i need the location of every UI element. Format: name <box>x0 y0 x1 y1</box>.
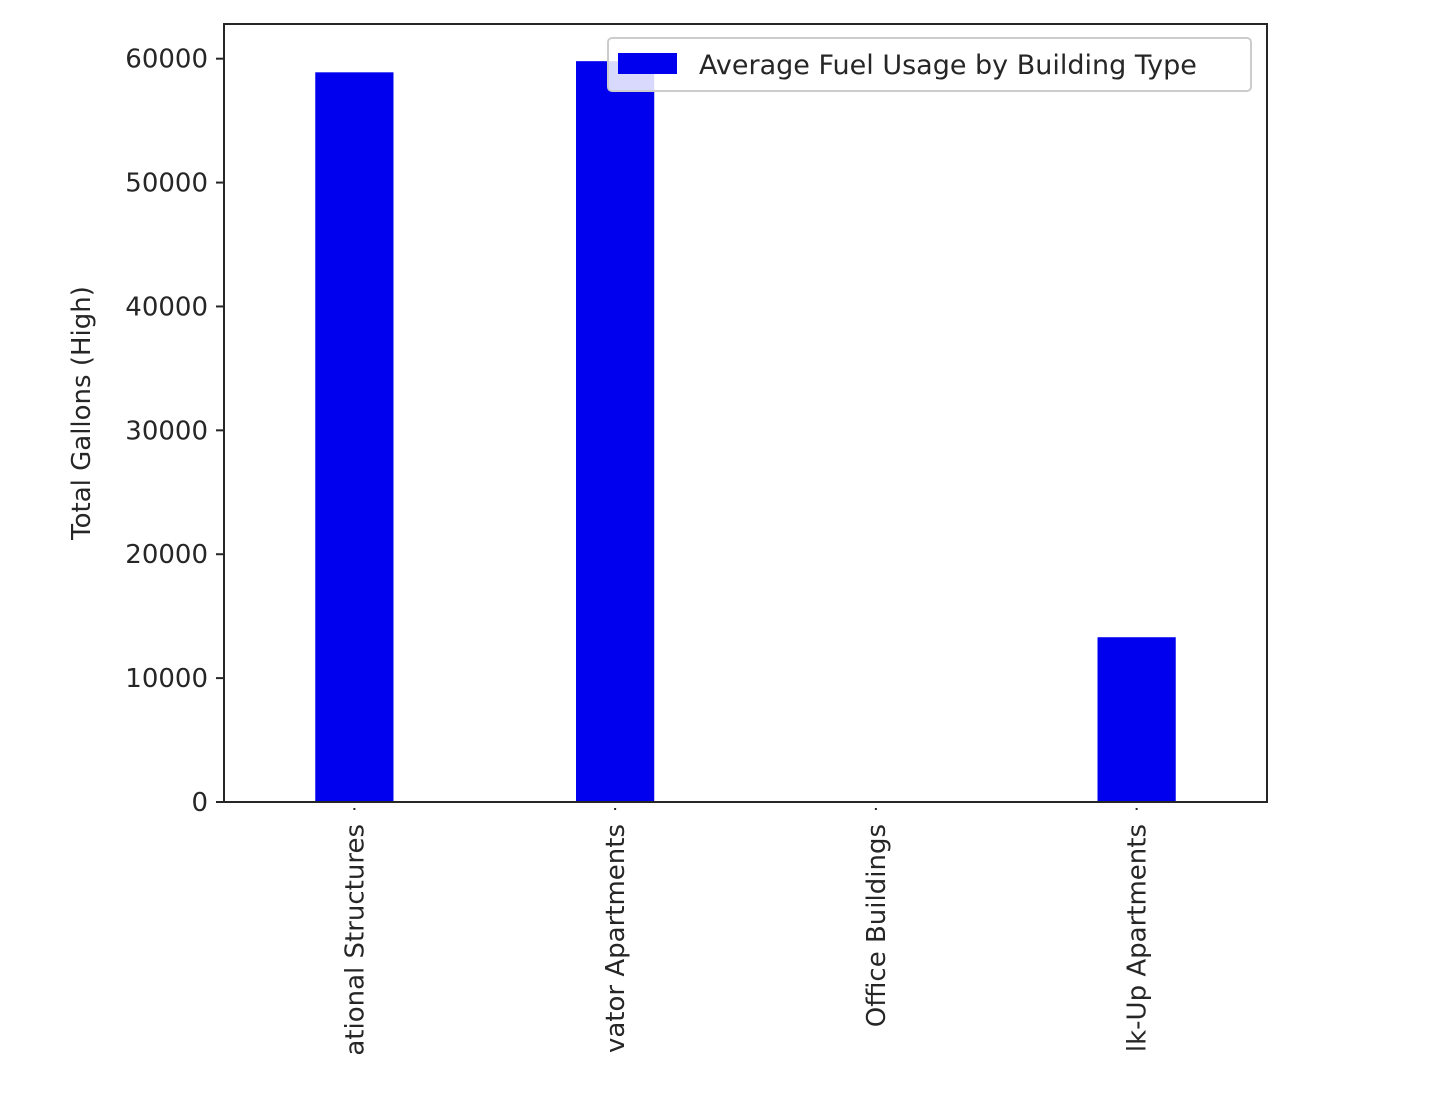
y-tick-label: 40000 <box>125 292 208 322</box>
bar-4 <box>1097 637 1176 802</box>
y-tick-label: 30000 <box>125 416 208 446</box>
x-tick-label: vator Apartments <box>601 824 631 1053</box>
y-tick-label: 20000 <box>125 540 208 570</box>
y-tick-label: 10000 <box>125 664 208 694</box>
legend: Average Fuel Usage by Building Type <box>607 37 1252 92</box>
legend-label: Average Fuel Usage by Building Type <box>699 50 1197 81</box>
y-tick-label: 0 <box>191 788 208 818</box>
y-tick-label: 50000 <box>125 169 208 199</box>
bar-1 <box>315 72 394 802</box>
legend-swatch <box>618 53 677 74</box>
legend-box <box>607 37 1252 92</box>
bar-2 <box>576 61 655 803</box>
bars-group <box>315 61 1176 803</box>
x-tick-label: lk-Up Apartments <box>1123 824 1153 1052</box>
y-tick-label: 60000 <box>125 45 208 75</box>
y-axis-label: Total Gallons (High) <box>67 286 97 541</box>
x-tick-label: ational Structures <box>340 824 370 1056</box>
plot-frame <box>223 23 1268 803</box>
x-tick-label: Office Buildings <box>862 824 892 1027</box>
x-axis: ational Structures vator Apartments Office… <box>340 808 1153 1056</box>
y-axis: 0 10000 20000 30000 40000 50000 60000 <box>125 45 224 818</box>
